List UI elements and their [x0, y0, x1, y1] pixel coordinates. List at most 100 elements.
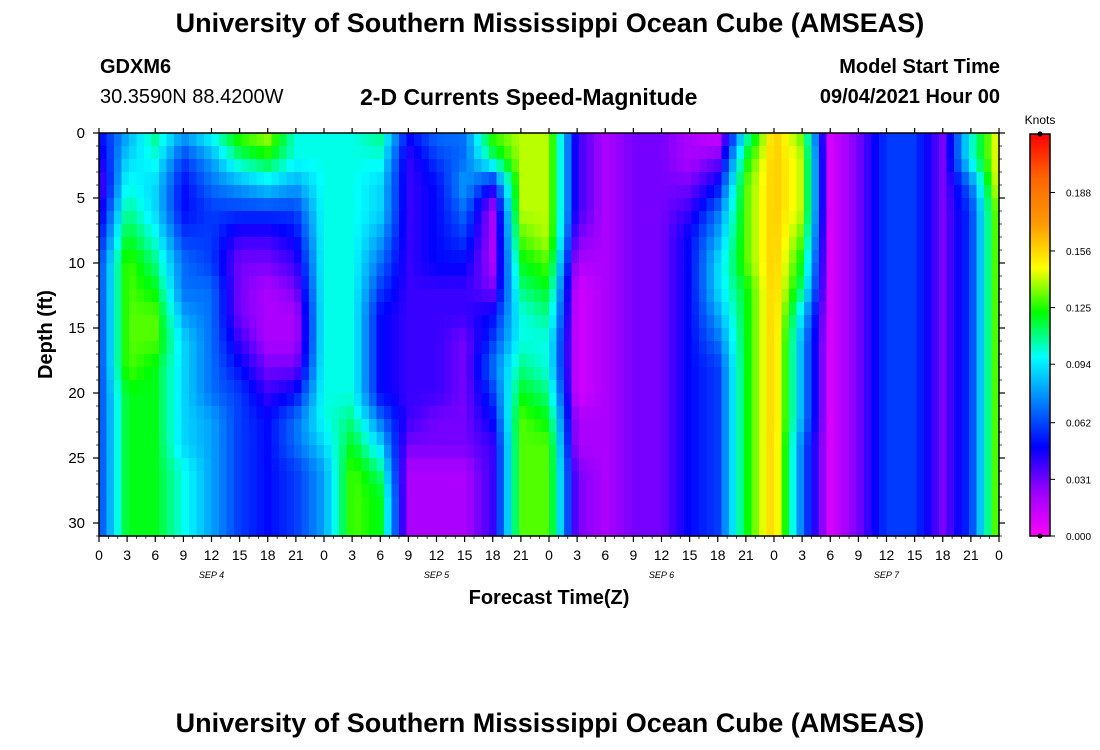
heat-cell — [219, 315, 228, 329]
heat-cell — [474, 159, 483, 173]
heat-cell — [376, 133, 385, 147]
heat-cell — [804, 328, 813, 342]
heat-cell — [166, 237, 175, 251]
heat-cell — [286, 341, 295, 355]
heat-cell — [811, 471, 820, 485]
heat-cell — [316, 224, 325, 238]
heat-cell — [99, 406, 108, 420]
heat-cell — [609, 484, 618, 498]
heat-cell — [106, 185, 115, 199]
heat-cell — [444, 172, 453, 186]
heat-cell — [204, 341, 213, 355]
heat-cell — [511, 419, 520, 433]
heat-cell — [676, 211, 685, 225]
heat-cell — [129, 458, 138, 472]
heat-cell — [564, 198, 573, 212]
heat-cell — [909, 419, 918, 433]
heat-cell — [316, 341, 325, 355]
heat-cell — [549, 393, 558, 407]
heat-cell — [894, 289, 903, 303]
heat-cell — [474, 198, 483, 212]
heat-cell — [421, 198, 430, 212]
heat-cell — [871, 237, 880, 251]
heat-cell — [534, 224, 543, 238]
heat-cell — [406, 406, 415, 420]
heat-cell — [309, 198, 318, 212]
heat-cell — [841, 224, 850, 238]
heat-cell — [264, 471, 273, 485]
heat-cell — [541, 289, 550, 303]
heat-cell — [901, 289, 910, 303]
heat-cell — [586, 432, 595, 446]
heat-cell — [984, 198, 993, 212]
heat-cell — [601, 341, 610, 355]
heat-cell — [661, 458, 670, 472]
heat-cell — [174, 484, 183, 498]
heat-cell — [354, 510, 363, 524]
heat-cell — [631, 146, 640, 160]
heat-cell — [339, 419, 348, 433]
heat-cell — [586, 341, 595, 355]
heat-cell — [234, 367, 243, 381]
heat-cell — [106, 354, 115, 368]
heat-cell — [414, 133, 423, 147]
heat-cell — [384, 393, 393, 407]
heat-cell — [106, 510, 115, 524]
heat-cell — [586, 211, 595, 225]
heat-cell — [661, 328, 670, 342]
heat-cell — [354, 380, 363, 394]
heat-cell — [204, 471, 213, 485]
heat-cell — [481, 263, 490, 277]
heat-cell — [271, 471, 280, 485]
heat-cell — [789, 237, 798, 251]
heat-cell — [774, 302, 783, 316]
heat-cell — [774, 367, 783, 381]
heat-cell — [849, 172, 858, 186]
heat-cell — [639, 458, 648, 472]
heat-cell — [661, 497, 670, 511]
heat-cell — [346, 510, 355, 524]
heat-cell — [264, 341, 273, 355]
heat-cell — [526, 172, 535, 186]
heat-cell — [181, 497, 190, 511]
heat-cell — [234, 458, 243, 472]
heat-cell — [526, 419, 535, 433]
heat-cell — [916, 367, 925, 381]
heat-cell — [391, 497, 400, 511]
heat-cell — [444, 497, 453, 511]
heat-cell — [369, 432, 378, 446]
heat-cell — [819, 224, 828, 238]
heat-cell — [924, 211, 933, 225]
heat-cell — [444, 185, 453, 199]
heat-cell — [376, 458, 385, 472]
heat-cell — [504, 432, 513, 446]
heat-cell — [429, 393, 438, 407]
heat-cell — [789, 484, 798, 498]
heat-cell — [481, 471, 490, 485]
heat-cell — [586, 133, 595, 147]
heat-cell — [991, 367, 1000, 381]
heat-cell — [436, 146, 445, 160]
heat-cell — [316, 510, 325, 524]
heat-cell — [796, 367, 805, 381]
heat-cell — [856, 185, 865, 199]
heat-cell — [676, 302, 685, 316]
heat-cell — [736, 510, 745, 524]
heat-cell — [136, 341, 145, 355]
heat-cell — [256, 367, 265, 381]
heat-cell — [691, 471, 700, 485]
heat-cell — [916, 419, 925, 433]
heat-cell — [721, 523, 730, 537]
heat-cell — [331, 185, 340, 199]
heat-cell — [684, 471, 693, 485]
heat-cell — [211, 458, 220, 472]
heat-cell — [309, 367, 318, 381]
heat-cell — [759, 133, 768, 147]
heat-cell — [909, 211, 918, 225]
heat-cell — [969, 302, 978, 316]
heat-cell — [241, 159, 250, 173]
heat-cell — [129, 302, 138, 316]
heat-cell — [736, 393, 745, 407]
heat-cell — [886, 198, 895, 212]
heat-cell — [136, 445, 145, 459]
